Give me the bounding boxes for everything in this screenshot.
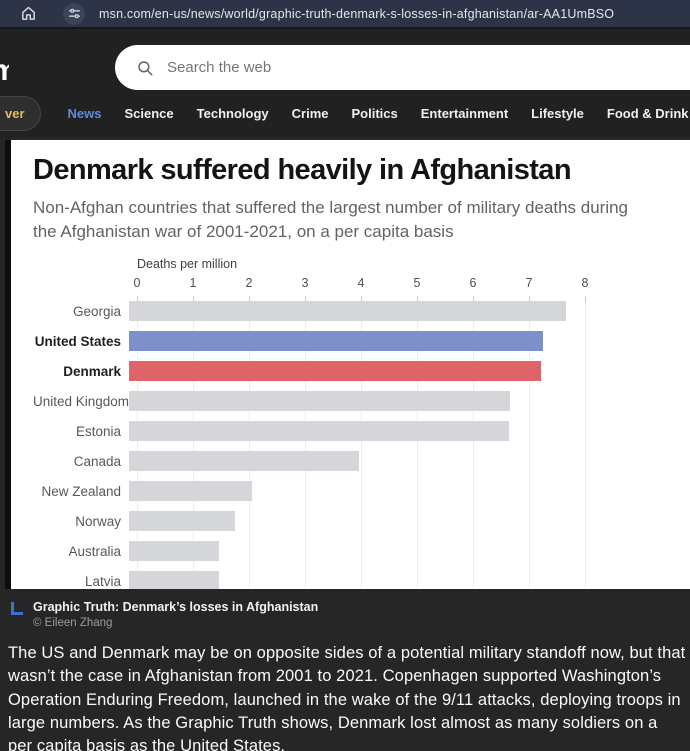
nav-item-news[interactable]: News (67, 106, 102, 121)
article-page: Denmark suffered heavily in Afghanistan … (0, 137, 690, 751)
caption-credit: © Eileen Zhang (33, 617, 113, 629)
url-text[interactable]: msn.com/en-us/news/world/graphic-truth-d… (99, 6, 615, 21)
bar-row-denmark: Denmark (33, 356, 690, 386)
bar-label: Estonia (75, 423, 121, 439)
plot-area: Georgia United States Denmark United Kingdo… (33, 296, 690, 589)
bar-row-canada: Canada (33, 446, 690, 476)
bar-label: Denmark (63, 363, 121, 379)
bar-track (129, 361, 690, 382)
nav-item-entertainment[interactable]: Entertainment (420, 106, 509, 121)
article-body: The US and Denmark may be on opposite si… (5, 629, 690, 751)
x-tick-label: 7 (525, 276, 533, 291)
bar (129, 301, 566, 322)
nav-item-lifestyle[interactable]: Lifestyle (531, 106, 584, 121)
category-navbar: ver News Science Technology Crime Politics En… (0, 90, 690, 137)
bar (129, 481, 253, 502)
nav-item-science[interactable]: Science (124, 106, 174, 121)
bar-track (129, 331, 690, 352)
bar-row-united-kingdom: United Kingdom (33, 386, 690, 416)
bar-label: Latvia (84, 573, 121, 589)
bar-label: Norway (75, 513, 121, 529)
x-axis-ticks: 0 1 2 3 4 5 6 7 8 (133, 276, 690, 296)
search-icon (138, 60, 153, 75)
caption-title: Graphic Truth: Denmark’s losses in Afgha… (33, 600, 319, 614)
bar-track (129, 541, 690, 562)
msn-header: m (0, 29, 690, 90)
search-input[interactable] (167, 59, 567, 76)
bar (129, 331, 544, 352)
bar-label: United States (34, 333, 121, 349)
x-tick-label: 8 (581, 276, 589, 291)
axis-title: Deaths per million (137, 257, 238, 272)
nav-items: News Science Technology Crime Politics Entert… (41, 106, 689, 121)
nav-item-crime[interactable]: Crime (291, 106, 329, 121)
caption-corner-icon (11, 602, 23, 615)
bar-label: Canada (73, 453, 121, 469)
bar-row-norway: Norway (33, 506, 690, 536)
bar-track (129, 451, 690, 472)
bar (129, 361, 541, 382)
x-tick-label: 1 (189, 276, 197, 291)
bar-row-georgia: Georgia (33, 296, 690, 326)
search-bar[interactable] (115, 45, 690, 90)
bar (129, 391, 510, 412)
bar (129, 421, 509, 442)
bar-track (129, 421, 690, 442)
bar (129, 511, 236, 532)
bar-row-australia: Australia (33, 536, 690, 566)
bar-row-new-zealand: New Zealand (33, 476, 690, 506)
x-tick-label: 4 (357, 276, 365, 291)
bar (129, 571, 219, 589)
bar-track (129, 511, 690, 532)
x-tick-label: 0 (133, 276, 141, 291)
chart-card: Denmark suffered heavily in Afghanistan … (5, 140, 690, 589)
bar-label: New Zealand (41, 483, 121, 499)
bar-track (129, 481, 690, 502)
chart-title: Denmark suffered heavily in Afghanistan (33, 154, 572, 186)
image-caption: Graphic Truth: Denmark’s losses in Afgha… (5, 589, 690, 629)
nav-item-discover[interactable]: ver (0, 96, 41, 131)
home-icon[interactable] (20, 5, 37, 22)
bar-track (129, 571, 690, 589)
bar-label: United Kingdom (33, 393, 130, 409)
bar-label: Australia (68, 543, 121, 559)
bar-row-estonia: Estonia (33, 416, 690, 446)
bar-track (129, 301, 690, 322)
nav-item-food-drink[interactable]: Food & Drink (606, 106, 689, 121)
bar-chart: Deaths per million 0 1 2 3 4 5 6 7 8 Georgia Unit… (33, 257, 690, 589)
bar-rows: Georgia United States Denmark United Kingdo… (33, 296, 690, 589)
browser-address-bar: msn.com/en-us/news/world/graphic-truth-d… (0, 0, 690, 29)
bar-row-united-states: United States (33, 326, 690, 356)
site-permissions-icon[interactable] (63, 2, 85, 25)
msn-logo-fragment: m (0, 54, 9, 88)
x-tick-label: 6 (469, 276, 477, 291)
bar-label: Georgia (72, 303, 121, 319)
bar-track (129, 391, 690, 412)
nav-item-technology[interactable]: Technology (196, 106, 269, 121)
x-tick-label: 2 (245, 276, 253, 291)
nav-item-politics[interactable]: Politics (351, 106, 398, 121)
x-tick-label: 3 (301, 276, 309, 291)
x-tick-label: 5 (413, 276, 421, 291)
bar (129, 451, 359, 472)
bar-row-latvia: Latvia (33, 566, 690, 589)
chart-subtitle: Non-Afghan countries that suffered the l… (33, 198, 629, 242)
bar (129, 541, 219, 562)
